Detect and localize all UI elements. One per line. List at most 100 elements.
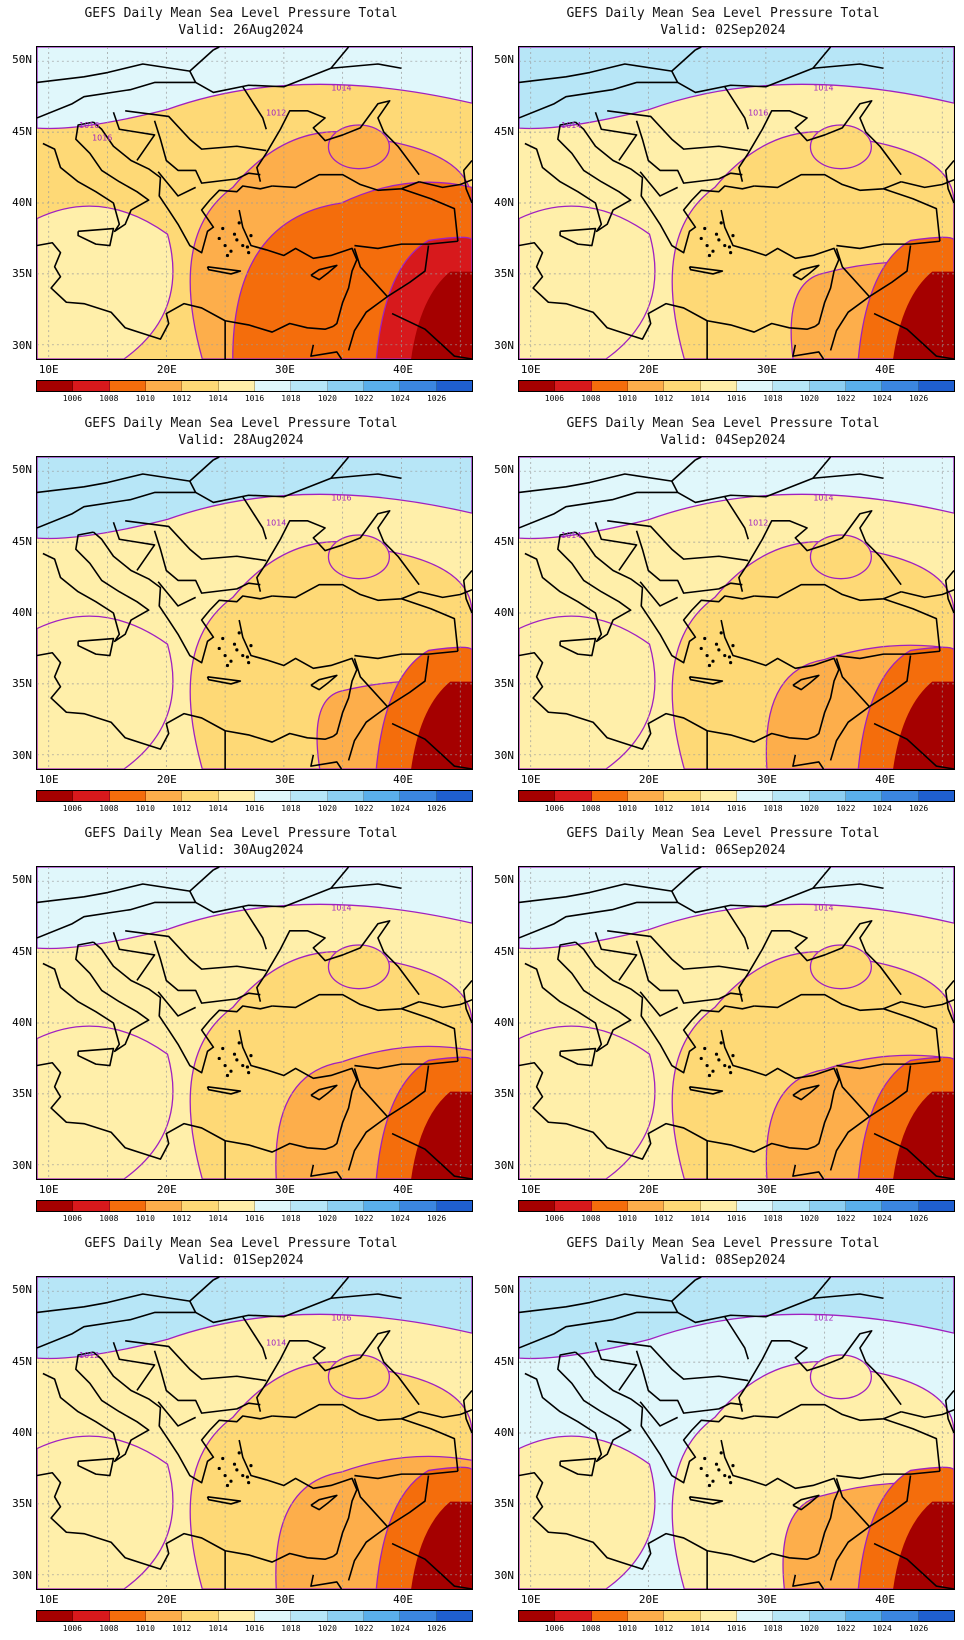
lat-tick-label: 40N (494, 1016, 514, 1029)
pressure-field-light (37, 615, 174, 769)
lon-tick-label: 40E (875, 1593, 895, 1606)
borders-coastlines (519, 47, 954, 359)
lat-tick-label: 45N (494, 1354, 514, 1368)
pressure-field-lowest (893, 681, 954, 769)
black-sea-cell (327, 944, 390, 990)
lat-tick-label: 35N (12, 1087, 32, 1101)
colorbar-label: 1022 (354, 1214, 374, 1223)
colorbar-label: 1010 (135, 804, 155, 813)
colorbar-swatch (145, 1201, 183, 1211)
colorbar-label: 1008 (581, 804, 601, 813)
colorbar-swatch (37, 1201, 74, 1211)
lon-tick-label: 20E (638, 1183, 659, 1196)
colorbar-swatch (327, 791, 364, 801)
pressure-field-high (37, 867, 472, 950)
colorbar-label: 1018 (763, 804, 783, 813)
lat-tick-label: 30N (494, 338, 514, 352)
colorbar-swatch (591, 381, 628, 391)
lat-tick-label: 30N (494, 1568, 514, 1582)
colorbar (36, 790, 473, 802)
colorbar-label: 1016 (726, 394, 747, 403)
colorbar-label: 1014 (690, 1214, 710, 1223)
colorbar-label: 1018 (281, 1214, 301, 1223)
colorbar-label: 1006 (544, 804, 565, 813)
graticule (37, 867, 472, 1179)
colorbar-swatch (327, 1611, 364, 1621)
colorbar-label: 1014 (690, 1624, 710, 1633)
colorbar-label: 1020 (317, 1214, 337, 1223)
colorbar-swatch (736, 1611, 774, 1621)
lon-tick-label: 10E (520, 1183, 541, 1196)
panel-valid-date: Valid: 01Sep2024 (178, 1253, 304, 1268)
colorbar-label: 1026 (426, 804, 447, 813)
lon-tick-label: 20E (156, 773, 177, 786)
colorbar-labels: 1006 1008 1010 1012 1014 1016 1018 1020 1022 1024… (36, 1624, 473, 1636)
contour-label: 1016 (79, 121, 99, 130)
lat-tick-label: 40N (12, 606, 32, 619)
lon-tick-label: 40E (875, 773, 895, 786)
colorbar-label: 1014 (690, 804, 710, 813)
contour-label: 1014 (266, 1339, 286, 1348)
panel-valid-date: Valid: 06Sep2024 (660, 843, 786, 858)
colorbar-swatch (809, 381, 846, 391)
pressure-field-lowest (893, 1091, 954, 1179)
colorbar-swatch (845, 791, 883, 801)
lat-tick-label: 35N (12, 677, 32, 691)
colorbar-swatch (519, 1201, 556, 1211)
colorbar-label: 1012 (172, 804, 192, 813)
map-panel-7: GEFS Daily Mean Sea Level Pressure Total… (0, 1230, 482, 1640)
lon-tick-label: 10E (38, 1593, 59, 1606)
graticule (519, 457, 954, 769)
colorbar-label: 1012 (654, 394, 674, 403)
colorbar-label: 1006 (544, 394, 565, 403)
colorbar-swatch (700, 791, 737, 801)
colorbar-label: 1012 (654, 804, 674, 813)
lat-tick-label: 45N (494, 534, 514, 548)
black-sea-cell (327, 534, 390, 580)
colorbar-swatch (73, 1611, 110, 1621)
lat-tick-label: 35N (494, 1087, 514, 1101)
colorbar-swatch (882, 1611, 919, 1621)
colorbar-swatch (363, 1611, 401, 1621)
colorbar-swatch (436, 1611, 472, 1621)
colorbar-swatch (218, 381, 255, 391)
colorbar-swatch (519, 791, 556, 801)
black-sea-cell (809, 944, 872, 990)
colorbar-label: 1016 (726, 1214, 747, 1223)
graticule (37, 457, 472, 769)
colorbar-label: 1018 (763, 1624, 783, 1633)
colorbar (518, 380, 955, 392)
lon-tick-label: 30E (757, 773, 777, 786)
contour-label: 1016 (748, 109, 768, 118)
map-panel-5: GEFS Daily Mean Sea Level Pressure Total… (0, 820, 482, 1230)
lat-tick-label: 40N (12, 1426, 32, 1439)
colorbar-label: 1012 (172, 1214, 192, 1223)
pressure-field-light (37, 1025, 174, 1179)
colorbar-swatch (627, 791, 665, 801)
pressure-field-lowest (893, 1501, 954, 1589)
colorbar-label: 1016 (726, 804, 747, 813)
graticule (519, 47, 954, 359)
black-sea-cell (327, 124, 390, 170)
pressure-map: 1014 1012 1014 (518, 456, 955, 770)
colorbar-swatch (182, 381, 219, 391)
graticule (37, 1277, 472, 1589)
colorbar (518, 790, 955, 802)
contour-label: 1014 (266, 519, 286, 528)
pressure-field-lowest (893, 271, 954, 359)
pressure-field-lowest (411, 681, 472, 769)
contour-label: 1014 (561, 121, 581, 130)
panel-title: GEFS Daily Mean Sea Level Pressure Total (84, 6, 398, 21)
colorbar-label: 1014 (208, 394, 228, 403)
panel-title: GEFS Daily Mean Sea Level Pressure Total (84, 1236, 398, 1251)
lat-tick-label: 40N (12, 196, 32, 209)
colorbar-label: 1018 (763, 394, 783, 403)
pressure-field-light (37, 205, 174, 359)
colorbar-swatch (291, 1201, 328, 1211)
panel-valid-date: Valid: 28Aug2024 (178, 433, 304, 448)
borders-coastlines (37, 457, 472, 769)
lon-tick-label: 10E (38, 1183, 59, 1196)
panel-valid-date: Valid: 04Sep2024 (660, 433, 786, 448)
colorbar-label: 1010 (135, 1214, 155, 1223)
colorbar-swatch (845, 1201, 883, 1211)
